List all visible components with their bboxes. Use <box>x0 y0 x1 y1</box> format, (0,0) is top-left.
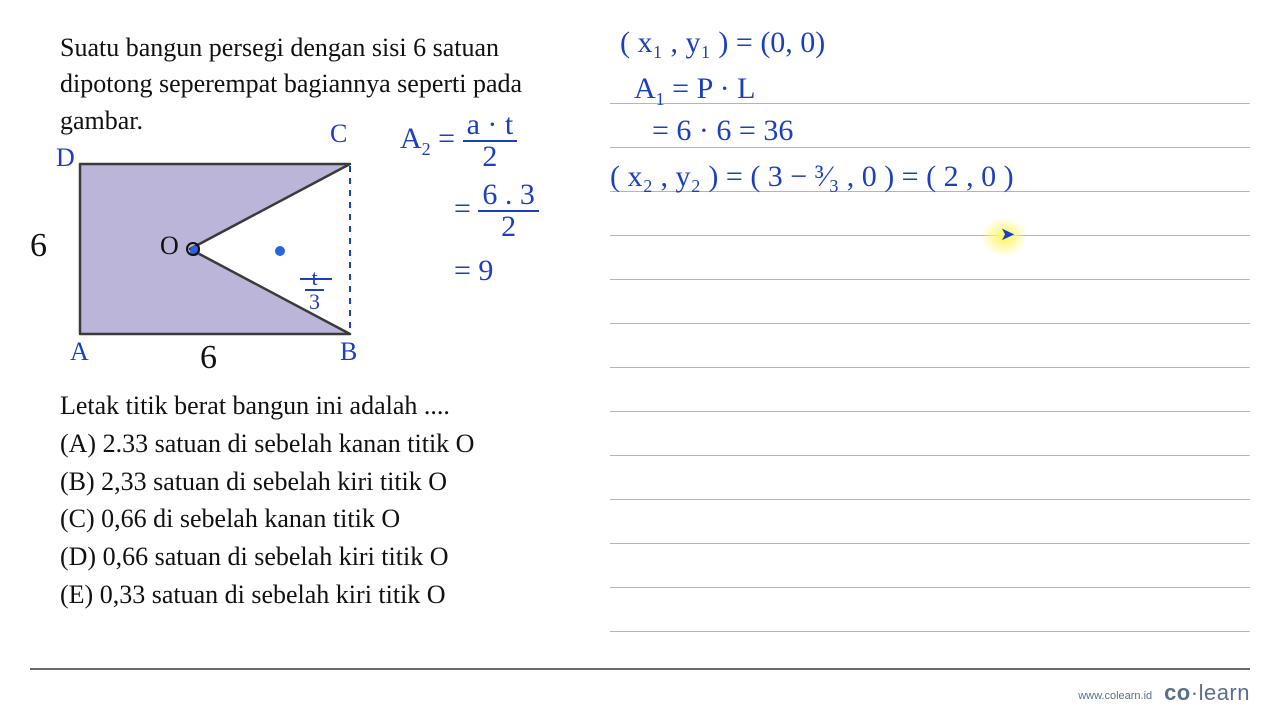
right-line-2: A1 = P · L <box>634 72 755 110</box>
a2-line-3: = 9 <box>454 254 600 288</box>
shape-svg <box>60 154 380 354</box>
label-A: A <box>70 337 89 367</box>
brand-dot: · <box>1191 680 1199 705</box>
footer-url: www.colearn.id <box>1078 690 1152 702</box>
cursor-icon: ➤ <box>1000 224 1015 245</box>
brand-learn: learn <box>1199 680 1250 705</box>
answer-options: Letak titik berat bangun ini adalah ....… <box>60 387 630 613</box>
right-line-3: = 6 · 6 = 36 <box>652 114 793 148</box>
A1-sub: 1 <box>656 89 665 109</box>
option-D: (D) 0,66 satuan di sebelah kiri titik O <box>60 538 630 576</box>
a2-frac1-den: 2 <box>463 142 518 172</box>
right-line-1: ( x₁ , y₁ ) = (0, 0) <box>620 26 825 60</box>
a2-frac2-num: 6 . 3 <box>478 180 539 212</box>
footer: www.colearn.id co·learn <box>1078 680 1250 706</box>
t-den: 3 <box>305 291 324 313</box>
working-a2: A2 = a · t2 = 6 . 32 = 9 <box>400 110 600 288</box>
side-bottom-6: 6 <box>200 339 217 377</box>
solution-column: ( x₁ , y₁ ) = (0, 0) A1 = P · L = 6 · 6 … <box>610 20 1250 680</box>
a2-sub: 2 <box>422 139 431 159</box>
A1-A: A <box>634 72 656 105</box>
option-B: (B) 2,33 satuan di sebelah kiri titik O <box>60 463 630 501</box>
problem-line-1: Suatu bangun persegi dengan sisi 6 satua… <box>60 33 499 62</box>
t-num: t <box>305 267 324 291</box>
a2-eq: = <box>431 122 463 155</box>
option-A: (A) 2.33 satuan di sebelah kanan titik O <box>60 425 630 463</box>
a2-line-1: A2 = a · t2 <box>400 110 600 172</box>
label-D: D <box>56 143 75 173</box>
a2-frac1-num: a · t <box>463 110 518 142</box>
question-line: Letak titik berat bangun ini adalah .... <box>60 387 630 425</box>
brand-co: co <box>1164 680 1191 705</box>
worksheet-page: Suatu bangun persegi dengan sisi 6 satua… <box>0 0 1280 720</box>
option-C: (C) 0,66 di sebelah kanan titik O <box>60 500 630 538</box>
side-left-6: 6 <box>30 227 47 265</box>
t-over-3-label: t3 <box>305 267 324 313</box>
option-E: (E) 0,33 satuan di sebelah kiri titik O <box>60 576 630 614</box>
figure-diagram: D C A B O 6 6 t3 <box>60 149 380 369</box>
a2-line-2: = 6 . 32 <box>454 180 600 242</box>
a2-frac2-den: 2 <box>478 212 539 242</box>
label-O: O <box>160 231 179 261</box>
label-C: C <box>330 119 347 149</box>
a2-eq2: = <box>454 192 478 225</box>
ruled-paper <box>610 60 1250 660</box>
a2-A: A <box>400 122 422 155</box>
problem-line-2: dipotong seperempat bagiannya seperti pa… <box>60 69 522 98</box>
brand-logo: co·learn <box>1164 680 1250 705</box>
problem-line-3: gambar. <box>60 106 143 135</box>
label-B: B <box>340 337 357 367</box>
A1-rhs: = P · L <box>665 72 756 105</box>
right-line-4: ( x₂ , y₂ ) = ( 3 − ³⁄₃ , 0 ) = ( 2 , 0 … <box>610 160 1014 194</box>
bottom-rule <box>30 668 1250 670</box>
